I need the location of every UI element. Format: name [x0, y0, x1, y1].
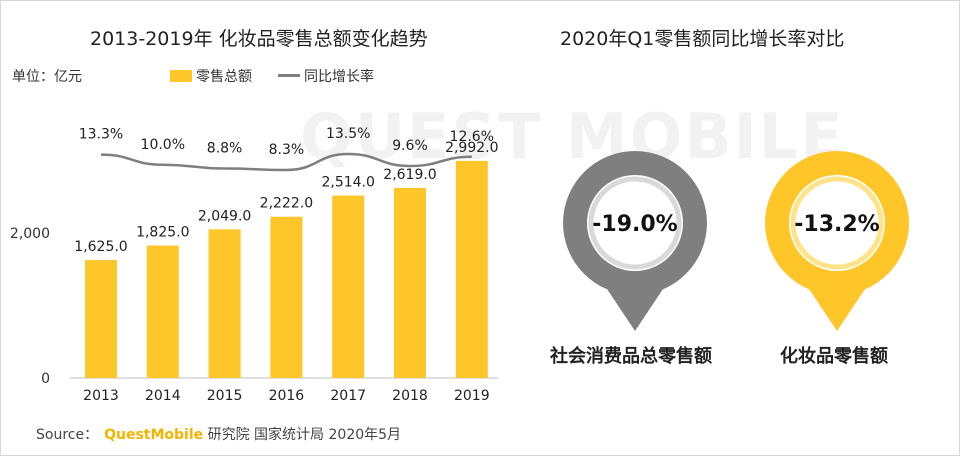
pin-tail — [805, 283, 869, 331]
bar-2015 — [208, 229, 241, 378]
source-brand: QuestMobile — [104, 427, 204, 443]
unit-label: 单位：亿元 — [12, 69, 82, 85]
growth-rate-label: 13.3% — [79, 127, 123, 143]
x-tick-label: 2019 — [454, 388, 490, 404]
pin-label-cosmetics-retail: 化妆品零售额 — [780, 346, 888, 367]
pin-inner-ring — [790, 176, 884, 270]
growth-rate-label: 12.6% — [450, 129, 494, 145]
pin-value-label: -19.0% — [592, 212, 677, 237]
y-tick-label: 0 — [41, 371, 50, 387]
left-chart-title: 2013-2019年 化妆品零售总额变化趋势 — [90, 28, 428, 50]
pin-inner-white — [789, 175, 885, 271]
legend-line-swatch — [278, 74, 300, 77]
x-tick-label: 2017 — [330, 388, 366, 404]
x-tick-label: 2015 — [207, 388, 243, 404]
bar-2014 — [146, 245, 179, 378]
x-tick-label: 2018 — [392, 388, 428, 404]
pin-inner-ring — [588, 176, 682, 270]
bar-2017 — [332, 195, 365, 378]
pin-value-label: -13.2% — [794, 212, 879, 237]
bar-2019 — [455, 160, 488, 378]
x-tick-label: 2016 — [269, 388, 305, 404]
source-rest: 研究院 国家统计局 2020年5月 — [207, 427, 402, 443]
pin-inner-white — [587, 175, 683, 271]
x-tick-label: 2014 — [145, 388, 181, 404]
bar-value-label: 2,619.0 — [383, 167, 436, 183]
growth-rate-line — [100, 152, 472, 172]
growth-rate-label: 8.3% — [269, 142, 305, 158]
legend-line-label: 同比增长率 — [304, 69, 374, 85]
bar-2013 — [85, 260, 117, 378]
right-chart-title: 2020年Q1零售额同比增长率对比 — [560, 28, 845, 50]
legend-bar: 零售总额 — [170, 66, 252, 86]
bar-value-label: 1,825.0 — [136, 225, 189, 241]
bar-2016 — [270, 216, 303, 378]
source-note: Source： QuestMobile 研究院 国家统计局 2020年5月 — [36, 424, 401, 444]
growth-rate-label: 10.0% — [141, 137, 185, 153]
pin-tail — [603, 283, 667, 331]
bar-value-label: 2,222.0 — [260, 196, 313, 212]
legend-bar-label: 零售总额 — [196, 69, 252, 85]
x-tick-label: 2013 — [83, 388, 119, 404]
bar-value-label: 2,992.0 — [445, 140, 498, 156]
growth-rate-label: 9.6% — [392, 138, 428, 154]
legend-line: 同比增长率 — [278, 66, 374, 86]
bar-value-label: 1,625.0 — [74, 239, 127, 255]
growth-rate-label: 8.8% — [207, 140, 243, 156]
legend-bar-swatch — [170, 70, 192, 82]
pin-label-total-retail: 社会消费品总零售额 — [550, 346, 712, 367]
growth-rate-label: 13.5% — [326, 126, 370, 142]
bar-value-label: 2,049.0 — [198, 208, 251, 224]
watermark: QUEST MOBILE — [300, 100, 845, 173]
source-prefix: Source： — [36, 427, 99, 443]
y-tick-label: 2,000 — [10, 226, 50, 242]
bar-value-label: 2,514.0 — [321, 175, 374, 191]
bar-2018 — [394, 187, 426, 378]
